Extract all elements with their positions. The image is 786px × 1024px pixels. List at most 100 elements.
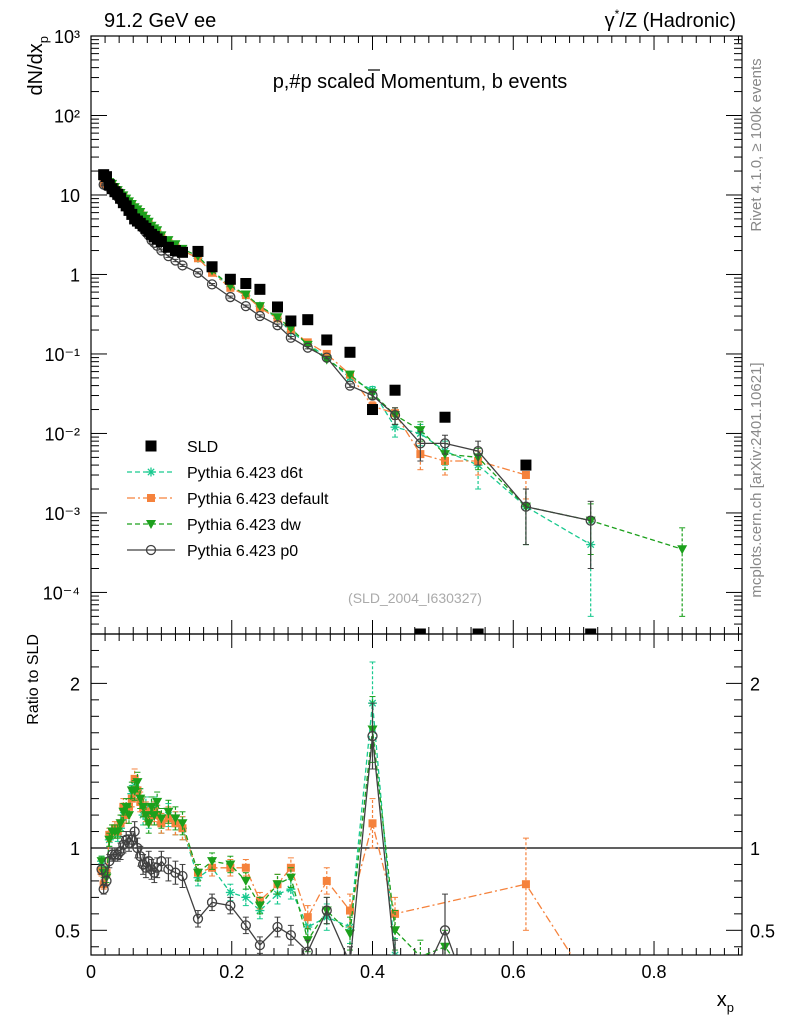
- data-point: [321, 905, 332, 916]
- ratio-y-tick-label: 1: [70, 839, 80, 859]
- data-point: [146, 467, 156, 477]
- data-point: [322, 876, 331, 885]
- series-line: [103, 181, 527, 476]
- x-tick-label: 0.6: [501, 962, 526, 982]
- y-tick-label: 10²: [54, 106, 80, 126]
- data-point: [145, 440, 157, 452]
- chart-title: p,#p scaled Momentum, b events: [273, 71, 568, 93]
- y-tick-label: 10⁻³: [44, 504, 80, 524]
- data-point: [146, 520, 156, 529]
- data-point: [192, 913, 204, 924]
- main-ylabel: dN/dxp: [25, 36, 51, 95]
- x-tick-label: 0.4: [360, 962, 385, 982]
- data-point: [302, 340, 313, 350]
- data-point: [129, 786, 140, 796]
- data-point: [138, 802, 149, 812]
- legend-label: SLD: [187, 439, 218, 456]
- ratio-y-tick-label-right: 1: [750, 839, 760, 859]
- series-line: [100, 729, 452, 955]
- data-point: [164, 814, 173, 823]
- data-point: [345, 906, 354, 915]
- data-point: [140, 862, 152, 873]
- data-point: [192, 245, 204, 257]
- data-point: [149, 867, 160, 878]
- data-point: [254, 939, 266, 951]
- data-point: [585, 515, 596, 526]
- data-point: [146, 864, 157, 875]
- ratio-ylabel: Ratio to SLD: [25, 634, 42, 725]
- data-point: [100, 171, 112, 183]
- x-tick-label: 0.8: [642, 962, 667, 982]
- process-label: γ*/Z (Hadronic): [605, 7, 736, 32]
- data-point: [303, 913, 312, 922]
- data-point: [119, 802, 128, 811]
- ratio-axes: 0 0.2 0.4 0.6 0.8 0.5 0.5 1 1 2 2: [55, 36, 775, 982]
- data-point: [96, 857, 107, 867]
- y-tick-label: 10⁻¹: [44, 345, 80, 365]
- data-point: [521, 880, 530, 889]
- data-point: [121, 802, 132, 812]
- data-point: [135, 794, 146, 804]
- data-point: [472, 628, 484, 634]
- data-point: [147, 494, 155, 502]
- data-point: [206, 279, 218, 290]
- legend-label: Pythia 6.423 default: [187, 491, 329, 508]
- data-point: [145, 544, 157, 556]
- data-point: [254, 310, 266, 322]
- data-point: [121, 834, 132, 845]
- legend-item: Pythia 6.423 default: [127, 491, 329, 508]
- y-tick-label: 1: [70, 265, 80, 285]
- data-point: [322, 349, 331, 358]
- data-point: [272, 313, 283, 323]
- mcplots-label: mcplots.cern.ch [arXiv:2401.10621]: [748, 362, 765, 597]
- data-point: [118, 839, 129, 850]
- ratio-y-tick-label: 0.5: [55, 921, 80, 941]
- data-point: [254, 302, 265, 312]
- series-SLD: [98, 169, 597, 634]
- data-point: [439, 411, 451, 423]
- data-point: [224, 273, 236, 285]
- data-point: [137, 859, 149, 870]
- data-point: [415, 426, 426, 436]
- data-point: [104, 856, 115, 867]
- data-point: [177, 819, 188, 829]
- data-point: [170, 814, 181, 824]
- data-point: [241, 892, 251, 902]
- data-point: [169, 245, 181, 257]
- legend-label: Pythia 6.423 p0: [187, 543, 298, 560]
- data-point: [285, 324, 296, 334]
- data-point: [254, 901, 265, 911]
- main-series-layer: [98, 169, 688, 634]
- data-point: [146, 802, 157, 812]
- data-point: [255, 896, 264, 905]
- data-point: [367, 730, 378, 742]
- data-point: [225, 900, 236, 911]
- data-point: [285, 315, 297, 327]
- data-point: [415, 438, 426, 449]
- data-point: [129, 826, 140, 837]
- data-point: [367, 404, 379, 416]
- data-point: [162, 241, 174, 253]
- data-point: [96, 864, 107, 875]
- data-point: [149, 811, 160, 821]
- data-point: [177, 260, 188, 271]
- legend-item: Pythia 6.423 d6t: [127, 465, 303, 482]
- data-point: [302, 946, 313, 955]
- data-point: [254, 283, 266, 295]
- data-point: [240, 300, 251, 312]
- data-point: [367, 390, 378, 401]
- data-point: [163, 807, 174, 817]
- data-point: [115, 846, 126, 857]
- data-point: [152, 797, 163, 807]
- y-tick-label: 10⁻²: [44, 424, 80, 444]
- data-point: [156, 856, 167, 867]
- data-point: [390, 926, 401, 936]
- data-point: [177, 870, 188, 882]
- data-point: [521, 471, 530, 480]
- legend-item: Pythia 6.423 p0: [127, 543, 298, 560]
- data-point: [368, 819, 377, 828]
- data-point: [302, 342, 313, 353]
- legend: SLD Pythia 6.423 d6t Pythia 6.423 default P…: [127, 439, 329, 560]
- y-tick-label: 10³: [54, 27, 80, 47]
- data-point: [285, 930, 297, 941]
